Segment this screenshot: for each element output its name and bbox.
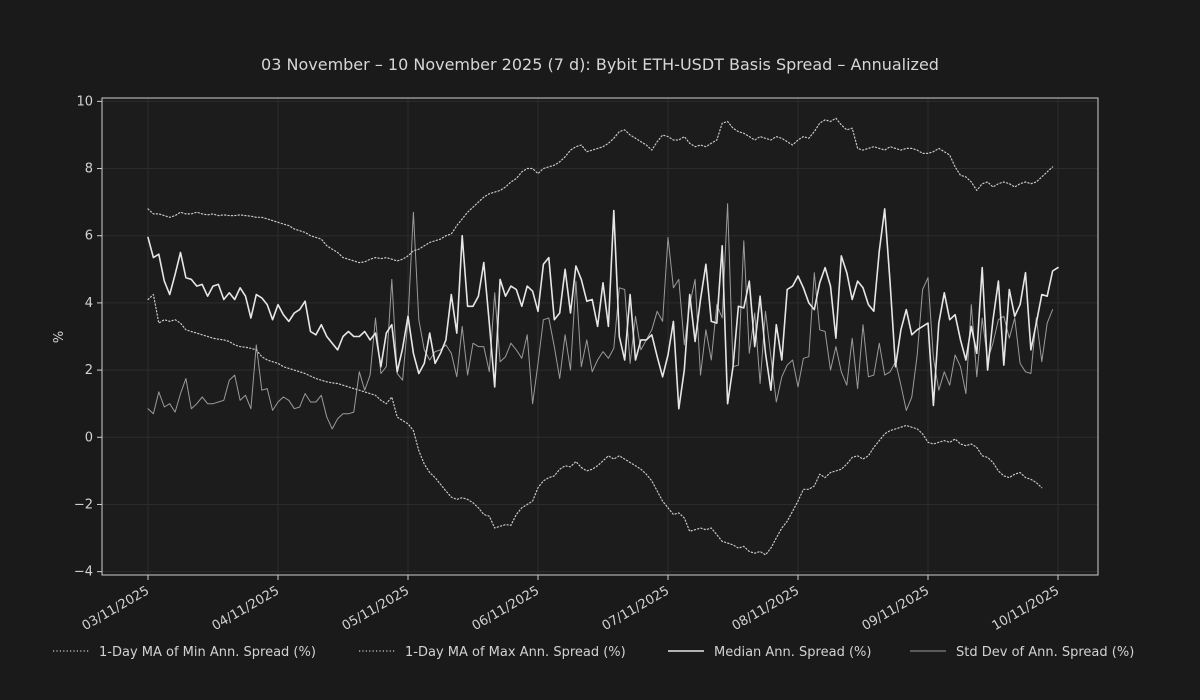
- y-tick-label: 8: [85, 162, 93, 177]
- y-tick-label: −4: [74, 565, 93, 580]
- legend-label: Std Dev of Ann. Spread (%): [956, 645, 1134, 660]
- max-ma-line: [147, 117, 1054, 264]
- legend-item: 1-Day MA of Min Ann. Spread (%): [53, 645, 316, 660]
- y-axis-label: %: [52, 331, 67, 343]
- y-axis: −4 −2 0 2 4 6 8 10: [74, 94, 102, 580]
- y-tick-label: −2: [74, 497, 93, 512]
- min-ma-line: [147, 293, 1043, 556]
- stdev-line: [147, 203, 1054, 430]
- y-tick-label: 10: [76, 94, 93, 109]
- gridlines: [102, 98, 1098, 575]
- legend-label: 1-Day MA of Min Ann. Spread (%): [99, 645, 316, 660]
- legend-item: Std Dev of Ann. Spread (%): [910, 645, 1134, 660]
- chart-title: 03 November – 10 November 2025 (7 d): By…: [261, 55, 939, 74]
- y-tick-label: 0: [85, 430, 93, 445]
- plot-area: [102, 98, 1098, 575]
- legend-label: Median Ann. Spread (%): [714, 645, 871, 660]
- plot-border: [101, 97, 1099, 576]
- legend-item: 1-Day MA of Max Ann. Spread (%): [359, 645, 626, 660]
- y-tick-label: 2: [85, 363, 93, 378]
- legend: 1-Day MA of Min Ann. Spread (%) 1-Day MA …: [53, 645, 1134, 660]
- median-line: [147, 208, 1059, 410]
- y-tick-label: 6: [85, 229, 93, 244]
- y-tick-label: 4: [85, 296, 93, 311]
- legend-label: 1-Day MA of Max Ann. Spread (%): [405, 645, 626, 660]
- series-layer: [147, 117, 1059, 556]
- legend-item: Median Ann. Spread (%): [668, 645, 871, 660]
